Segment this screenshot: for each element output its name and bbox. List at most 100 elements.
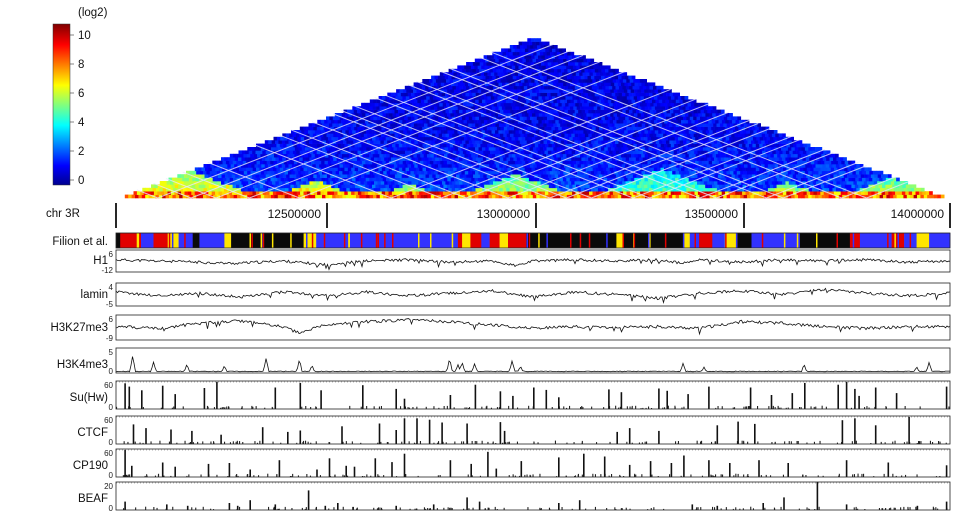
heatmap-cell [412,102,416,107]
contact-heatmap [124,38,945,199]
heatmap-cell [351,160,356,165]
heatmap-cell [446,167,451,172]
heatmap-cell [404,116,408,121]
heatmap-cell [497,126,501,131]
heatmap-cell [660,96,665,100]
heatmap-cell [427,147,432,151]
heatmap-cell [495,130,499,134]
heatmap-cell [404,164,408,168]
heatmap-cell [429,160,434,165]
heatmap-cell [292,157,297,161]
heatmap-cell [636,102,641,107]
heatmap-cell [322,194,326,199]
heatmap-cell [493,102,498,107]
heatmap-cell [564,181,569,185]
heatmap-cell [690,150,695,155]
heatmap-cell [828,194,833,199]
heatmap-cell [740,194,744,199]
heatmap-cell [479,140,483,144]
heatmap-cell [381,102,386,107]
heatmap-cell [451,164,456,168]
heatmap-cell [255,191,260,195]
heatmap-cell [871,184,876,189]
heatmap-cell [868,177,873,182]
heatmap-cell [517,126,522,131]
heatmap-cell [274,170,279,175]
heatmap-cell [797,153,802,158]
heatmap-cell [738,150,742,155]
heatmap-cell [758,174,763,178]
heatmap-cell [423,153,428,158]
heatmap-cell [419,143,423,148]
heatmap-cell [566,194,571,199]
heatmap-cell [421,181,426,185]
heatmap-cell [442,174,447,178]
heatmap-cell [726,194,731,199]
heatmap-cell [470,136,475,141]
heatmap-cell [669,164,673,168]
heatmap-cell [773,136,777,141]
heatmap-cell [672,123,676,127]
heatmap-cell [604,164,609,168]
heatmap-cell [289,133,293,138]
heatmap-cell [842,164,847,168]
heatmap-cell [812,157,817,161]
heatmap-cell [634,113,638,117]
heatmap-cell [245,150,249,155]
heatmap-cell [138,194,143,199]
heatmap-cell [771,157,776,161]
heatmap-cell [748,191,753,195]
heatmap-cell [715,167,719,172]
heatmap-cell [272,174,277,178]
heatmap-cell [594,187,599,192]
heatmap-cell [490,102,494,107]
heatmap-cell [463,96,468,100]
heatmap-cell [381,174,385,178]
heatmap-cell [696,164,701,168]
heatmap-cell [794,153,798,158]
heatmap-cell [527,102,532,107]
heatmap-cell [539,123,544,127]
heatmap-cell [815,147,819,151]
heatmap-cell [627,106,632,110]
heatmap-cell [674,96,679,100]
heatmap-cell [697,157,701,161]
heatmap-cell [330,143,335,148]
heatmap-cell [218,191,223,195]
heatmap-cell [480,184,485,189]
heatmap-cell [556,106,560,110]
heatmap-cell [369,123,374,127]
heatmap-cell [349,187,354,192]
heatmap-cell [345,153,350,158]
heatmap-cell [430,123,435,127]
heatmap-cell [495,194,500,199]
heatmap-cell [465,140,470,144]
heatmap-cell [546,106,550,110]
heatmap-cell [346,164,350,168]
heatmap-cell [446,126,450,131]
heatmap-cell [644,153,649,158]
heatmap-cell [740,147,744,151]
heatmap-cell [724,133,728,138]
heatmap-cell [506,133,511,138]
heatmap-cell [569,153,574,158]
heatmap-cell [585,143,590,148]
heatmap-cell [382,184,386,189]
heatmap-cell [840,167,845,172]
heatmap-cell [686,99,690,104]
heatmap-cell [431,181,436,185]
heatmap-cell [412,119,417,124]
heatmap-cell [397,140,402,144]
heatmap-cell [672,99,677,104]
heatmap-cell [297,136,301,141]
heatmap-cell [606,184,611,189]
heatmap-cell [399,153,404,158]
heatmap-cell [201,167,206,172]
heatmap-cell [809,181,813,185]
heatmap-cell [462,140,466,144]
heatmap-cell [506,140,510,144]
heatmap-cell [743,177,747,182]
heatmap-cell [296,143,301,148]
heatmap-cell [452,109,456,114]
heatmap-cell [529,164,534,168]
